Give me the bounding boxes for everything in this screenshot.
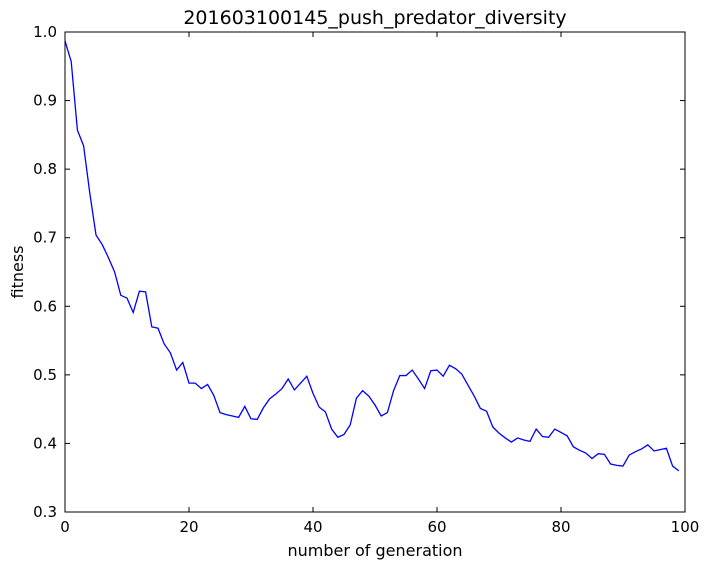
y-tick-label: 0.3: [33, 503, 57, 521]
y-tick-label: 0.9: [33, 92, 57, 110]
y-tick-label: 0.8: [33, 160, 57, 178]
x-tick-label: 0: [60, 518, 70, 536]
plot-frame: [64, 31, 686, 513]
series-line-0: [64, 40, 680, 472]
x-tick-label: 20: [179, 518, 198, 536]
y-tick-label: 0.5: [33, 366, 57, 384]
x-tick-label: 40: [303, 518, 322, 536]
x-tick-label: 60: [427, 518, 446, 536]
x-axis-label: number of generation: [287, 541, 462, 560]
y-axis-label: fitness: [8, 245, 27, 298]
axis-ticks: 0 20 40 60 80 100 0.3 0.4 0.5 0.6 0.7 0.8 0.9 1.0: [33, 23, 699, 536]
x-tick-label: 80: [551, 518, 570, 536]
y-tick-label: 0.4: [33, 434, 57, 452]
y-tick-label: 0.7: [33, 229, 57, 247]
y-tick-label: 1.0: [33, 23, 57, 41]
plot-area: [64, 40, 680, 472]
chart-title: 201603100145_push_predator_diversity: [183, 7, 566, 29]
y-tick-label: 0.6: [33, 297, 57, 315]
x-tick-label: 100: [671, 518, 700, 536]
